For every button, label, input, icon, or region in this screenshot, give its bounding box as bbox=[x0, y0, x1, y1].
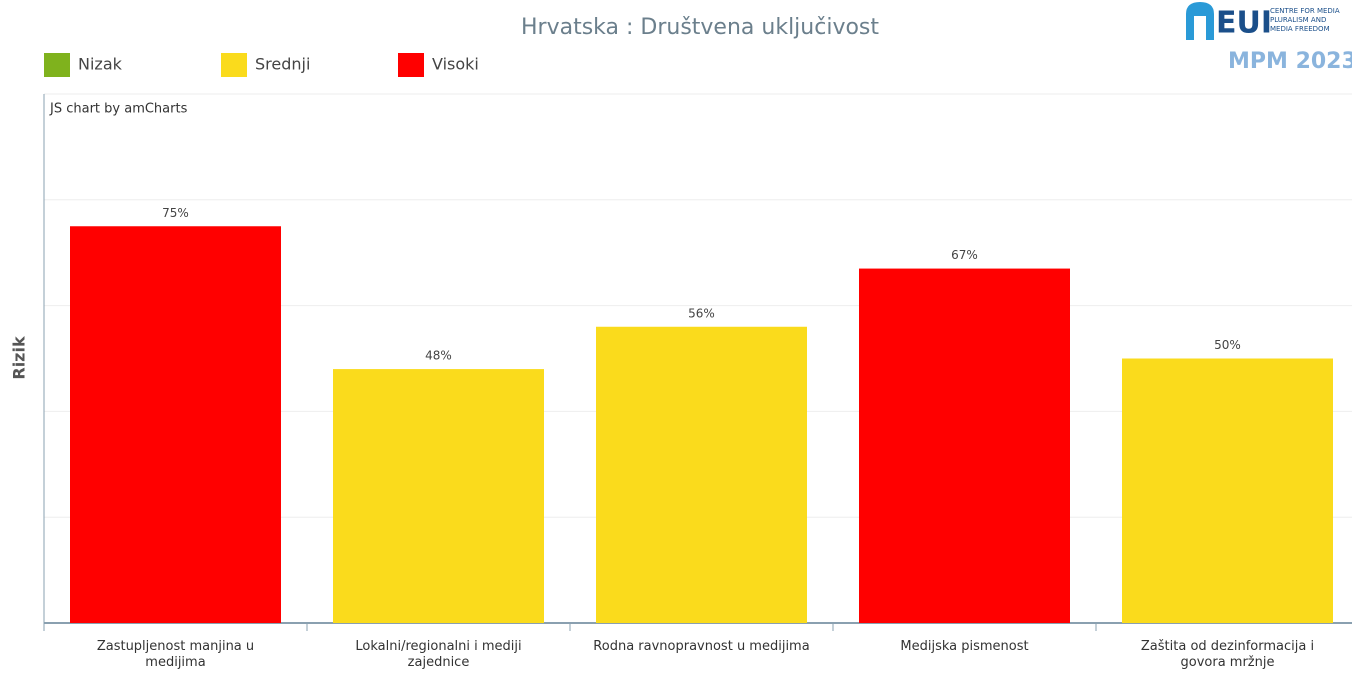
x-tick-label: Zastupljenost manjina u medijima bbox=[96, 639, 255, 670]
legend-swatch bbox=[44, 53, 70, 77]
legend-label: Srednji bbox=[255, 55, 310, 74]
legend-swatch bbox=[221, 53, 247, 77]
logo-edition: MPM 2023 bbox=[1228, 49, 1352, 74]
bar bbox=[1122, 358, 1333, 623]
logo-text: CENTRE FOR MEDIA PLURALISM AND MEDIA FRE… bbox=[1270, 7, 1340, 33]
legend-label: Visoki bbox=[432, 55, 479, 74]
x-tick-label: Lokalni/regionalni i mediji zajednice bbox=[355, 639, 522, 670]
value-label: 56% bbox=[688, 306, 715, 320]
x-tick-label: Rodna ravnopravnost u medijima bbox=[593, 639, 810, 654]
logo-icon bbox=[1186, 2, 1214, 40]
logo: EUI CENTRE FOR MEDIA PLURALISM AND MEDIA… bbox=[1186, 2, 1352, 74]
bar bbox=[333, 369, 544, 623]
value-label: 50% bbox=[1214, 338, 1241, 352]
logo-text-box: CENTRE FOR MEDIA PLURALISM AND MEDIA FRE… bbox=[1270, 7, 1340, 33]
bar bbox=[859, 268, 1070, 623]
x-tick-label: Medijska pismenost bbox=[900, 639, 1029, 654]
value-label: 48% bbox=[425, 349, 452, 363]
value-label: 67% bbox=[951, 248, 978, 262]
value-label: 75% bbox=[162, 206, 189, 220]
legend-swatch bbox=[398, 53, 424, 77]
logo-mark: EUI bbox=[1216, 6, 1272, 41]
bar bbox=[596, 326, 807, 623]
credit: JS chart by amCharts bbox=[49, 102, 188, 117]
x-tick-label: Zaštita od dezinformacija i govora mržnj… bbox=[1140, 639, 1315, 670]
y-axis-label: Rizik bbox=[10, 336, 29, 380]
legend-label: Nizak bbox=[78, 55, 123, 74]
chart-title: Hrvatska : Društvena uključivost bbox=[521, 15, 879, 40]
bar bbox=[70, 226, 281, 623]
